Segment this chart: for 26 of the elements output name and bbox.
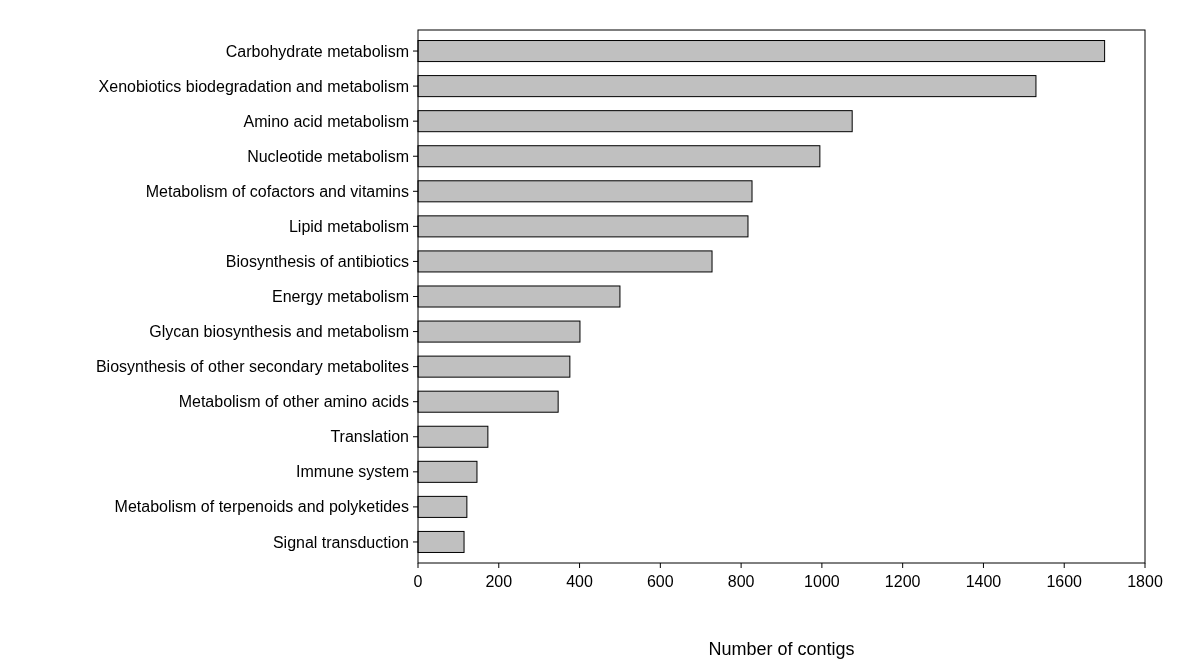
y-tick-label: Xenobiotics biodegradation and metabolism	[98, 77, 409, 95]
y-tick-label: Carbohydrate metabolism	[225, 42, 409, 60]
x-tick-label: 600	[646, 573, 674, 590]
y-tick-label: Metabolism of cofactors and vitamins	[145, 182, 409, 200]
y-tick-label: Signal transduction	[272, 533, 409, 551]
y-tick-label: Biosynthesis of other secondary metabolites	[95, 358, 409, 376]
y-tick-label: Immune system	[296, 463, 409, 481]
x-tick-label: 1600	[1046, 573, 1083, 590]
x-tick-label: 0	[413, 573, 423, 590]
y-tick-label: Lipid metabolism	[288, 217, 409, 235]
x-tick-label: 1200	[884, 573, 921, 590]
x-tick-label: 800	[727, 573, 755, 590]
x-tick-label: 1400	[965, 573, 1002, 590]
y-tick-label: Glycan biosynthesis and metabolism	[149, 323, 409, 341]
y-tick-label: Amino acid metabolism	[243, 112, 409, 130]
y-tick-label: Metabolism of other amino acids	[178, 393, 409, 411]
x-tick-label: 1000	[804, 573, 840, 590]
y-tick-label: Energy metabolism	[272, 288, 409, 306]
y-tick-label: Translation	[330, 428, 409, 446]
y-tick-label: Nucleotide metabolism	[247, 147, 409, 165]
x-tick-label: 400	[566, 573, 593, 590]
y-tick-label: Biosynthesis of antibiotics	[225, 253, 409, 271]
y-tick-label: Metabolism of terpenoids and polyketides	[114, 498, 409, 516]
x-axis-title: Number of contigs	[708, 639, 855, 659]
x-tick-label: 200	[485, 573, 513, 590]
x-tick-label: 1800	[1127, 573, 1163, 590]
